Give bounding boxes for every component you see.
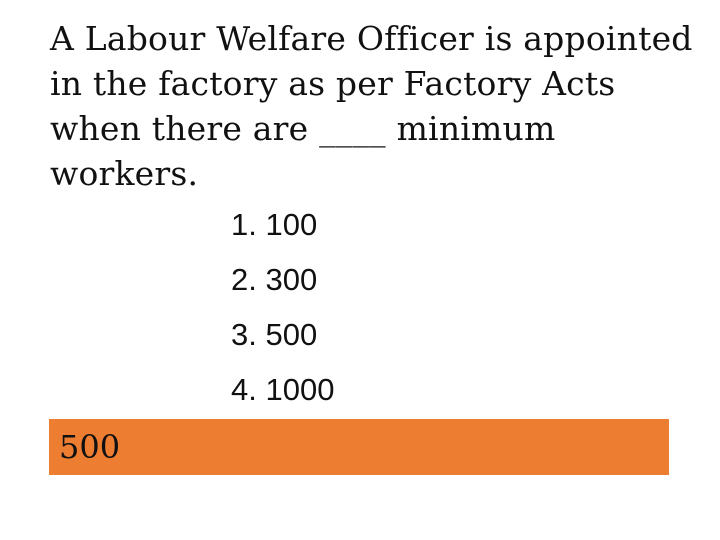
question-line: when there are ____ minimum: [50, 109, 556, 148]
question-text: A Labour Welfare Officer is appointed in…: [50, 16, 700, 196]
option-4: 4. 1000: [231, 372, 335, 407]
answer-bar: 500: [49, 419, 669, 475]
question-line: A Labour Welfare Officer is appointed: [50, 19, 693, 58]
question-line: in the factory as per Factory Acts: [50, 64, 616, 103]
option-1: 1. 100: [231, 207, 318, 242]
options-list: 1. 100 2. 300 3. 500 4. 1000: [231, 203, 334, 423]
answer-text: 500: [59, 428, 121, 466]
option-3: 3. 500: [231, 317, 318, 352]
option-2: 2. 300: [231, 262, 318, 297]
question-line: workers.: [50, 154, 199, 193]
